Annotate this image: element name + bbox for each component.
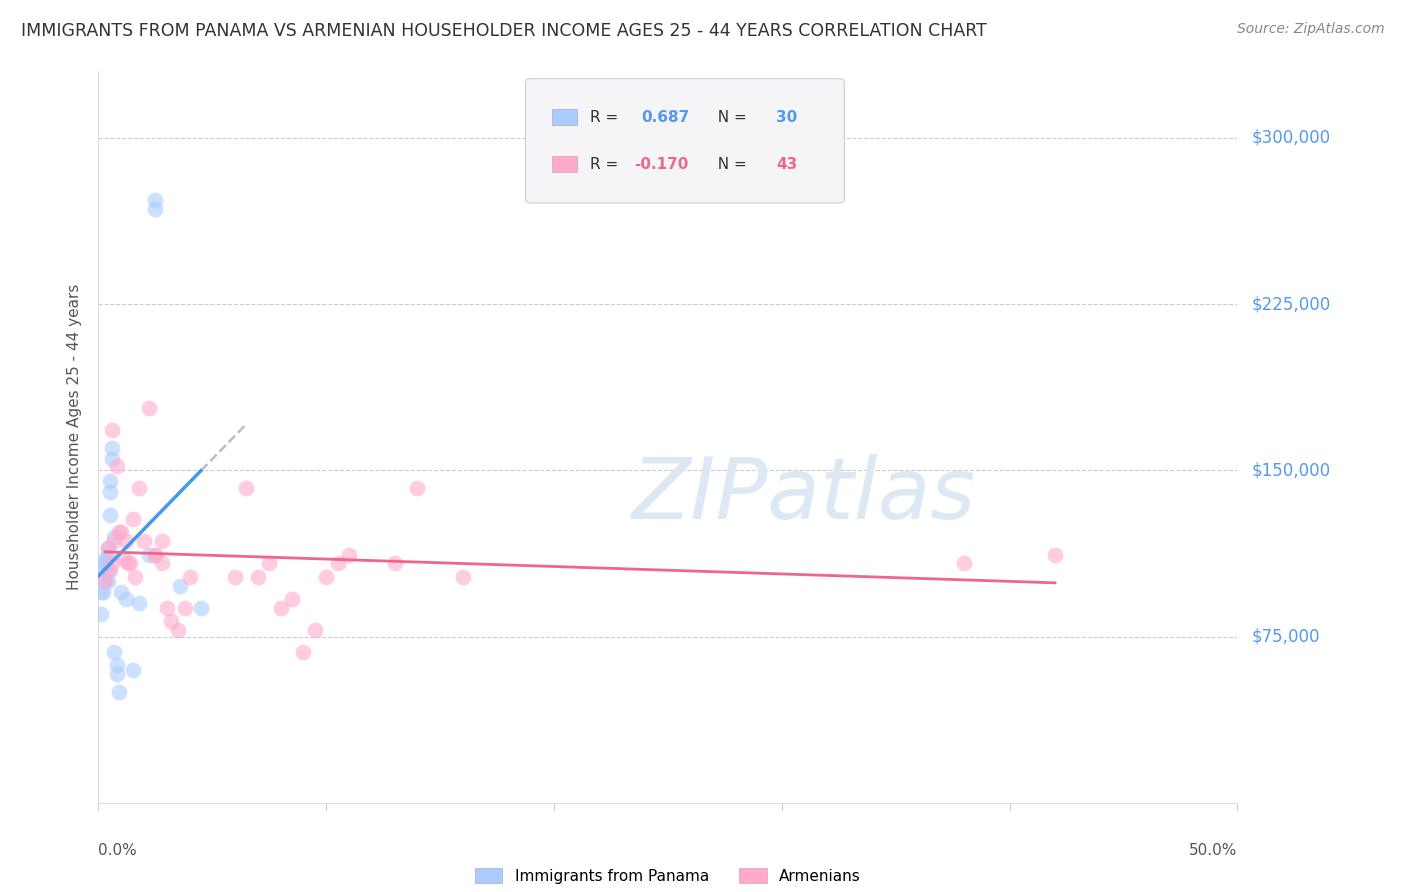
Point: [128, 596, 150, 610]
Text: 30: 30: [776, 110, 797, 125]
Point: [292, 645, 315, 659]
Text: N =: N =: [707, 157, 751, 172]
FancyBboxPatch shape: [526, 78, 845, 203]
Y-axis label: Householder Income Ages 25 - 44 years: Householder Income Ages 25 - 44 years: [67, 284, 83, 591]
Legend: Immigrants from Panama, Armenians: Immigrants from Panama, Armenians: [468, 862, 868, 890]
Point: [105, 667, 128, 681]
Point: [121, 663, 143, 677]
Text: $225,000: $225,000: [1251, 295, 1330, 313]
Text: -0.170: -0.170: [634, 157, 688, 172]
Point: [145, 548, 167, 562]
Point: [132, 534, 155, 549]
Point: [96, 563, 118, 577]
Point: [101, 557, 124, 571]
Point: [128, 481, 150, 495]
Point: [384, 557, 406, 571]
Point: [179, 570, 201, 584]
Point: [91, 585, 114, 599]
Point: [98, 508, 121, 522]
Point: [270, 600, 292, 615]
FancyBboxPatch shape: [551, 156, 576, 172]
FancyBboxPatch shape: [551, 110, 576, 126]
Point: [103, 645, 125, 659]
Point: [101, 452, 124, 467]
Point: [451, 570, 474, 584]
Point: [108, 525, 131, 540]
Point: [117, 557, 139, 571]
Point: [110, 525, 132, 540]
Text: 50.0%: 50.0%: [1189, 843, 1237, 858]
Point: [304, 623, 326, 637]
Text: ZIPatlas: ZIPatlas: [633, 454, 977, 537]
Text: R =: R =: [591, 157, 623, 172]
Point: [103, 534, 125, 549]
Point: [94, 574, 117, 589]
Point: [103, 530, 125, 544]
Point: [259, 557, 281, 571]
Text: 0.687: 0.687: [641, 110, 690, 125]
Point: [167, 623, 190, 637]
Point: [160, 614, 183, 628]
Point: [156, 600, 179, 615]
Point: [281, 591, 304, 606]
Point: [112, 552, 135, 566]
Point: [105, 458, 128, 473]
Point: [114, 591, 136, 606]
Point: [150, 557, 173, 571]
Point: [101, 424, 124, 438]
Text: $300,000: $300,000: [1251, 128, 1330, 147]
Text: $75,000: $75,000: [1251, 628, 1320, 646]
Text: $150,000: $150,000: [1251, 461, 1330, 479]
Point: [150, 534, 173, 549]
Point: [246, 570, 269, 584]
Text: 43: 43: [776, 157, 797, 172]
Point: [145, 193, 167, 207]
Text: R =: R =: [591, 110, 623, 125]
Point: [145, 202, 167, 216]
Point: [101, 441, 124, 455]
Text: IMMIGRANTS FROM PANAMA VS ARMENIAN HOUSEHOLDER INCOME AGES 25 - 44 YEARS CORRELA: IMMIGRANTS FROM PANAMA VS ARMENIAN HOUSE…: [21, 22, 987, 40]
Point: [169, 578, 191, 592]
Point: [121, 512, 143, 526]
Point: [98, 475, 121, 489]
Point: [94, 552, 117, 566]
Point: [90, 607, 112, 622]
Point: [145, 548, 167, 562]
Text: N =: N =: [707, 110, 751, 125]
Point: [90, 585, 112, 599]
Point: [337, 548, 360, 562]
Point: [94, 574, 117, 589]
Point: [326, 557, 349, 571]
Point: [315, 570, 337, 584]
Point: [120, 557, 142, 571]
Point: [96, 574, 118, 589]
Point: [96, 548, 118, 562]
Point: [114, 534, 136, 549]
Point: [406, 481, 429, 495]
Point: [138, 401, 160, 416]
Point: [94, 557, 117, 571]
Text: 0.0%: 0.0%: [98, 843, 138, 858]
Point: [224, 570, 246, 584]
Point: [174, 600, 197, 615]
Point: [96, 541, 118, 555]
Point: [190, 600, 212, 615]
Point: [108, 685, 131, 699]
Point: [110, 585, 132, 599]
Point: [124, 570, 146, 584]
Point: [235, 481, 257, 495]
Text: Source: ZipAtlas.com: Source: ZipAtlas.com: [1237, 22, 1385, 37]
Point: [98, 563, 121, 577]
Point: [1043, 548, 1066, 562]
Point: [105, 658, 128, 673]
Point: [91, 563, 114, 577]
Point: [96, 541, 118, 555]
Point: [138, 548, 160, 562]
Point: [953, 557, 976, 571]
Point: [98, 485, 121, 500]
